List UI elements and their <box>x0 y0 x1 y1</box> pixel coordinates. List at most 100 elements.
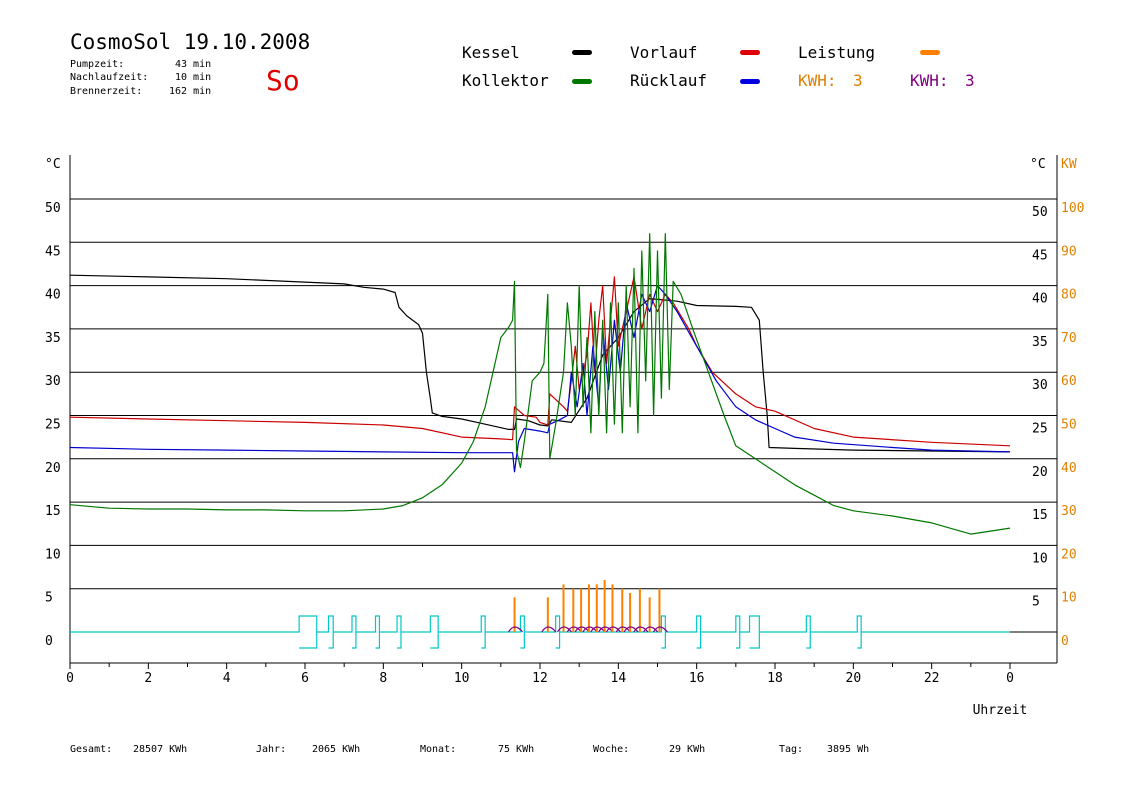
power-ripple <box>574 626 590 633</box>
x-tick-label: 12 <box>532 671 548 686</box>
y-tick-label-left: 45 <box>45 244 61 259</box>
y-tick-label-right: 50 <box>1032 205 1048 220</box>
power-ripple <box>566 626 582 633</box>
power-ripple <box>556 626 572 633</box>
year-value: 2065 KWh <box>312 744 361 755</box>
y-tick-label-kw: 60 <box>1061 374 1077 389</box>
legend-kollektor-swatch <box>572 79 592 84</box>
y-tick-label-right: 25 <box>1032 422 1048 437</box>
power-ripple <box>652 626 668 633</box>
y-tick-label-kw: 90 <box>1061 244 1077 259</box>
power-ripple <box>605 626 621 633</box>
y-tick-label-right: 45 <box>1032 248 1048 263</box>
power-ripple <box>590 626 606 633</box>
legend-kwh-purple-label: KWH: <box>910 71 949 90</box>
series-rcklauf-line <box>69 285 1011 473</box>
y-tick-label-kw: 40 <box>1061 461 1077 476</box>
series-vorlauf-line <box>69 276 1011 447</box>
week-label: Woche: <box>593 744 630 755</box>
y-tick-label-kw: 50 <box>1061 418 1077 433</box>
day-label: So <box>266 64 300 97</box>
y-tick-label-right: 20 <box>1032 465 1048 480</box>
y-tick-label-left: 0 <box>45 634 53 649</box>
y-tick-label-kw: 70 <box>1061 331 1077 346</box>
legend-vorlauf-swatch <box>740 50 760 55</box>
week-value: 29 KWh <box>669 744 706 755</box>
series-kollektor-line <box>69 233 1011 535</box>
y-tick-label-kw: 100 <box>1061 201 1084 216</box>
day-total-value: 3895 Wh <box>827 744 870 755</box>
power-ripple <box>615 626 631 633</box>
y-tick-label-right: 15 <box>1032 508 1048 523</box>
y-tick-label-right: 40 <box>1032 292 1048 307</box>
series-kessel-line <box>69 274 1011 453</box>
x-tick-label: 10 <box>454 671 470 686</box>
month-label: Monat: <box>420 744 457 755</box>
y-tick-label-left: 35 <box>45 331 61 346</box>
legend-vorlauf: Vorlauf <box>630 43 698 62</box>
y-tick-label-left: 5 <box>45 591 53 606</box>
x-tick-label: 2 <box>144 671 152 686</box>
y-tick-label-kw: 0 <box>1061 634 1069 649</box>
x-tick-label: 0 <box>66 671 74 686</box>
y-tick-label-kw: 20 <box>1061 547 1077 562</box>
after-run-value: 10 min <box>175 72 212 83</box>
burner-time-label: Brennerzeit: <box>70 86 143 97</box>
x-tick-label: 14 <box>611 671 627 686</box>
total-label: Gesamt: <box>70 744 113 755</box>
y-tick-label-left: 20 <box>45 461 61 476</box>
power-ripple <box>582 626 598 633</box>
pump-time-value: 43 min <box>175 59 212 70</box>
y-tick-label-left: 25 <box>45 418 61 433</box>
y-tick-label-kw: 80 <box>1061 288 1077 303</box>
legend-ruecklauf-swatch <box>740 79 760 84</box>
x-tick-label: 22 <box>924 671 940 686</box>
y-tick-label-left: 15 <box>45 504 61 519</box>
y-tick-label-left: 10 <box>45 547 61 562</box>
y-tick-label-left: 40 <box>45 288 61 303</box>
day-total-label: Tag: <box>779 744 804 755</box>
y-axis-right-title: °C <box>1030 157 1046 172</box>
y-axis-kw-title: KW <box>1061 157 1077 172</box>
legend-kessel-swatch <box>572 50 592 55</box>
x-tick-label: 20 <box>846 671 862 686</box>
y-tick-label-right: 35 <box>1032 335 1048 350</box>
y-tick-label-right: 10 <box>1032 551 1048 566</box>
y-tick-label-kw: 10 <box>1061 591 1077 606</box>
legend-kwh-orange-label: KWH: <box>798 71 837 90</box>
x-tick-label: 18 <box>767 671 783 686</box>
after-run-label: Nachlaufzeit: <box>70 72 149 83</box>
x-tick-label: 6 <box>301 671 309 686</box>
month-value: 75 KWh <box>498 744 535 755</box>
pump-status-line <box>70 615 1010 649</box>
x-tick-label: 4 <box>223 671 231 686</box>
total-value: 28507 KWh <box>133 744 188 755</box>
legend-kollektor: Kollektor <box>462 71 549 90</box>
x-tick-label: 8 <box>379 671 387 686</box>
y-tick-label-kw: 30 <box>1061 504 1077 519</box>
year-label: Jahr: <box>256 744 287 755</box>
power-ripple <box>623 626 639 633</box>
y-tick-label-right: 30 <box>1032 378 1048 393</box>
chart-title: CosmoSol 19.10.2008 <box>70 30 311 54</box>
power-ripple <box>643 626 659 633</box>
legend-kwh-orange-value: 3 <box>853 71 863 90</box>
x-axis-title: Uhrzeit <box>973 703 1028 718</box>
burner-time-value: 162 min <box>169 86 212 97</box>
power-ripple <box>508 626 524 633</box>
power-ripple <box>541 626 557 633</box>
legend-kessel: Kessel <box>462 43 520 62</box>
x-tick-label: 0 <box>1006 671 1014 686</box>
power-ripple <box>598 626 614 633</box>
y-axis-left-title: °C <box>45 157 61 172</box>
legend-ruecklauf: Rücklauf <box>630 71 708 90</box>
y-tick-label-left: 50 <box>45 201 61 216</box>
power-ripple <box>633 626 649 633</box>
y-tick-label-right: 5 <box>1032 595 1040 610</box>
pump-time-label: Pumpzeit: <box>70 59 125 70</box>
y-tick-label-left: 30 <box>45 374 61 389</box>
legend-leistung-swatch <box>920 50 940 55</box>
legend-kwh-purple-value: 3 <box>965 71 975 90</box>
x-tick-label: 16 <box>689 671 705 686</box>
